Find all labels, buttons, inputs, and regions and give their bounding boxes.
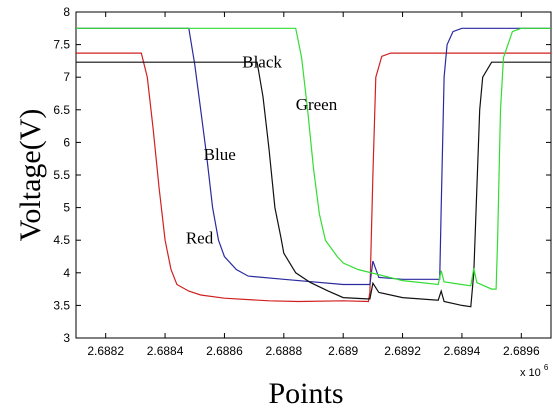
y-tick-label: 6.5 — [53, 103, 70, 117]
y-tick-label: 6 — [63, 135, 70, 149]
y-tick-label: 3 — [63, 331, 70, 345]
y-axis-label: Voltage(V) — [14, 109, 47, 242]
series-line-green — [76, 27, 551, 290]
x-axis-multiplier-exponent: 6 — [544, 363, 549, 372]
series-line-red — [76, 52, 551, 303]
series-line-blue — [76, 27, 551, 286]
x-axis-label: Points — [268, 377, 343, 410]
series-line-black — [76, 61, 551, 308]
y-tick-label: 5.5 — [53, 168, 70, 182]
y-tick-label: 7 — [63, 70, 70, 84]
annotations-layer: Red Blue Black Green — [186, 52, 338, 247]
y-tick-label: 5 — [63, 201, 70, 215]
y-tick-label: 4.5 — [53, 233, 70, 247]
annotation-green: Green — [296, 95, 338, 114]
x-axis-multiplier: x 10 6 — [520, 363, 549, 379]
y-tick-label: 4 — [63, 266, 70, 280]
x-tick-label: 2.6884 — [147, 344, 184, 358]
ticks-layer: 3 3.5 4 4.5 5 5.5 6 6.5 7 7.5 8 2.6882 2.6884 2.6886 2… — [53, 5, 551, 358]
y-tick-label: 3.5 — [53, 298, 70, 312]
series-layer — [76, 27, 551, 308]
x-tick-label: 2.6882 — [87, 344, 124, 358]
x-axis-multiplier-base: x 10 — [520, 367, 541, 379]
x-tick-label: 2.6892 — [384, 344, 421, 358]
x-tick-label: 2.689 — [328, 344, 358, 358]
annotation-black: Black — [242, 52, 282, 71]
x-tick-label: 2.6886 — [206, 344, 243, 358]
y-tick-label: 8 — [63, 5, 70, 19]
annotation-blue: Blue — [204, 145, 236, 164]
plot-area — [75, 11, 552, 339]
x-tick-label: 2.6888 — [265, 344, 302, 358]
x-tick-label: 2.6894 — [444, 344, 481, 358]
y-tick-label: 7.5 — [53, 38, 70, 52]
x-tick-label: 2.6896 — [503, 344, 540, 358]
annotation-red: Red — [186, 228, 214, 247]
